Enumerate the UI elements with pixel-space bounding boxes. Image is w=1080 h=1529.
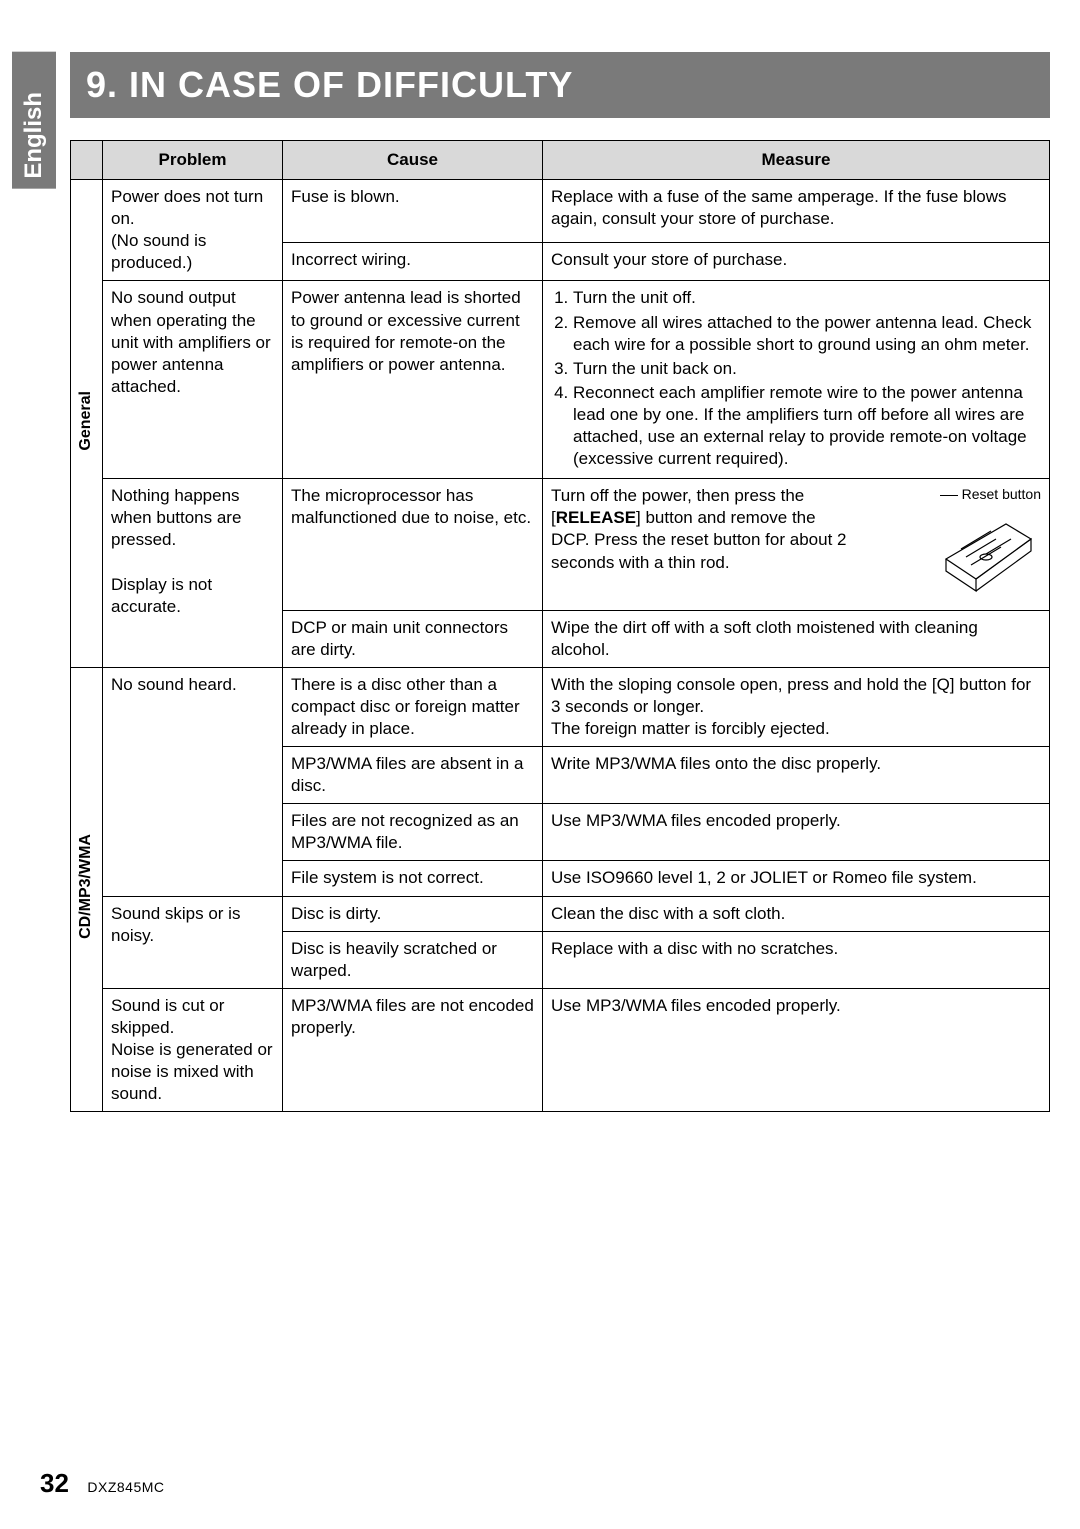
cause-cell: Disc is heavily scratched or warped.	[283, 931, 543, 988]
content-area: Problem Cause Measure General Power does…	[70, 140, 1050, 1112]
reset-figure: Reset button	[861, 485, 1041, 603]
measure-cell: Write MP3/WMA files onto the disc proper…	[543, 747, 1050, 804]
header-problem: Problem	[103, 141, 283, 180]
cause-cell: Disc is dirty.	[283, 896, 543, 931]
reset-caption: Reset button	[962, 485, 1041, 503]
table-row: Sound skips or is noisy. Disc is dirty. …	[71, 896, 1050, 931]
table-row: No sound output when operating the unit …	[71, 281, 1050, 479]
measure-step: Reconnect each amplifier remote wire to …	[573, 382, 1041, 470]
measure-cell: Use ISO9660 level 1, 2 or JOLIET or Rome…	[543, 861, 1050, 896]
problem-cell: No sound heard.	[103, 667, 283, 896]
category-label: CD/MP3/WMA	[76, 834, 97, 939]
measure-cell: Replace with a disc with no scratches.	[543, 931, 1050, 988]
table-row: CD/MP3/WMA No sound heard. There is a di…	[71, 667, 1050, 746]
cause-cell: There is a disc other than a compact dis…	[283, 667, 543, 746]
measure-step: Turn the unit off.	[573, 287, 1041, 309]
model-code: DXZ845MC	[87, 1479, 164, 1495]
problem-cell: Nothing happens when buttons are pressed…	[103, 479, 283, 668]
header-blank	[71, 141, 103, 180]
table-row: Nothing happens when buttons are pressed…	[71, 479, 1050, 610]
measure-bold: RELEASE	[556, 508, 636, 527]
cause-cell: Fuse is blown.	[283, 180, 543, 243]
table-row: General Power does not turn on. (No soun…	[71, 180, 1050, 243]
reset-icon	[931, 509, 1041, 599]
cause-cell: DCP or main unit connectors are dirty.	[283, 610, 543, 667]
troubleshoot-table: Problem Cause Measure General Power does…	[70, 140, 1050, 1112]
measure-step: Turn the unit back on.	[573, 358, 1041, 380]
problem-cell: Power does not turn on. (No sound is pro…	[103, 180, 283, 281]
leader-line	[940, 495, 958, 496]
header-measure: Measure	[543, 141, 1050, 180]
page-footer: 32 DXZ845MC	[40, 1468, 165, 1499]
table-row: Sound is cut or skipped. Noise is genera…	[71, 988, 1050, 1111]
measure-cell: With the sloping console open, press and…	[543, 667, 1050, 746]
category-cdmp3wma: CD/MP3/WMA	[71, 667, 103, 1112]
measure-text: Turn off the power, then press the [RELE…	[551, 485, 849, 573]
language-tab: English	[12, 52, 56, 189]
problem-cell: Sound skips or is noisy.	[103, 896, 283, 988]
section-title: 9. IN CASE OF DIFFICULTY	[70, 52, 1050, 118]
cause-cell: Power antenna lead is shorted to ground …	[283, 281, 543, 479]
problem-cell: Sound is cut or skipped. Noise is genera…	[103, 988, 283, 1111]
measure-cell: Use MP3/WMA files encoded properly.	[543, 988, 1050, 1111]
category-label: General	[76, 391, 97, 451]
measure-list: Turn the unit off. Remove all wires atta…	[551, 287, 1041, 470]
cause-cell: File system is not correct.	[283, 861, 543, 896]
measure-cell: Wipe the dirt off with a soft cloth mois…	[543, 610, 1050, 667]
measure-cell: Consult your store of purchase.	[543, 242, 1050, 281]
table-header-row: Problem Cause Measure	[71, 141, 1050, 180]
problem-cell: No sound output when operating the unit …	[103, 281, 283, 479]
cause-cell: Files are not recognized as an MP3/WMA f…	[283, 804, 543, 861]
cause-cell: MP3/WMA files are absent in a disc.	[283, 747, 543, 804]
cause-cell: MP3/WMA files are not encoded properly.	[283, 988, 543, 1111]
measure-cell: Turn the unit off. Remove all wires atta…	[543, 281, 1050, 479]
header-cause: Cause	[283, 141, 543, 180]
cause-cell: The microprocessor has malfunctioned due…	[283, 479, 543, 610]
cause-cell: Incorrect wiring.	[283, 242, 543, 281]
measure-cell: Turn off the power, then press the [RELE…	[543, 479, 1050, 610]
category-general: General	[71, 180, 103, 668]
measure-step: Remove all wires attached to the power a…	[573, 312, 1041, 356]
page-number: 32	[40, 1468, 69, 1498]
measure-cell: Replace with a fuse of the same amperage…	[543, 180, 1050, 243]
measure-cell: Clean the disc with a soft cloth.	[543, 896, 1050, 931]
measure-cell: Use MP3/WMA files encoded properly.	[543, 804, 1050, 861]
